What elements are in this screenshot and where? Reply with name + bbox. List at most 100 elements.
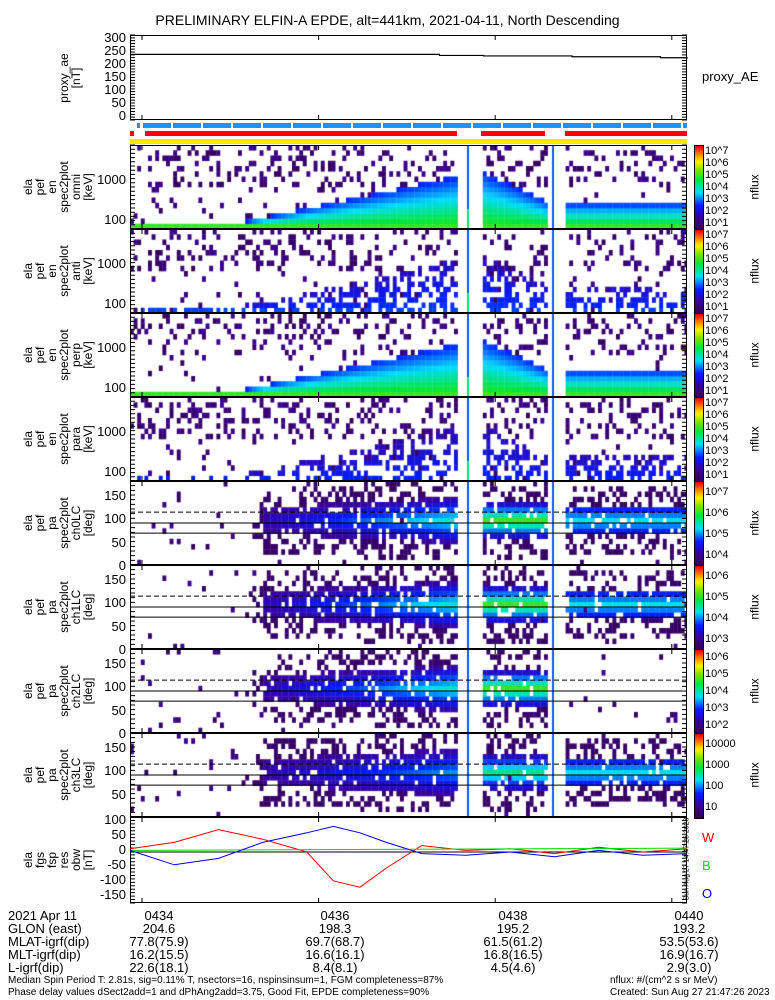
- blue-status-bar: [683, 123, 687, 128]
- footer-cell: 16.6(16.1): [305, 947, 365, 962]
- fgs-legend-B: B: [702, 858, 711, 873]
- footer-cell: L-igrf(dip): [8, 960, 64, 975]
- panel-ch0LC-tick-label: 0: [118, 558, 126, 573]
- panel-ch0LC-ylabel: ela pef pa spec2plot ch0LC [deg]: [21, 497, 95, 549]
- colorbar-para-label: 10^5: [705, 421, 729, 433]
- proxy-ae-tick-label: 0: [118, 108, 126, 123]
- colorbar-anti-label: 10^2: [705, 289, 729, 301]
- colorbar-perp-label: 10^1: [705, 385, 729, 397]
- colorbar-ch1LC-label: 10^4: [705, 611, 729, 624]
- footer-cell: GLON (east): [8, 921, 82, 936]
- panel-ch2LC-tick-label: 100: [104, 679, 126, 695]
- proxy-ae-tick-label: 150: [104, 69, 126, 84]
- colorbar-anti-label: 10^3: [705, 277, 729, 289]
- panel-omni-tick-label: 1000: [97, 172, 126, 187]
- side-stamp: Sun Aug 27 14:47:26 2023: [683, 817, 691, 901]
- footer-cell: MLAT-igrf(dip): [8, 934, 90, 949]
- panel-ch3LC-frame: [130, 733, 687, 817]
- colorbar-ch1LC-label: 10^3: [705, 632, 729, 645]
- panel-omni-frame: [130, 145, 687, 229]
- proxy-ae-tick-label: 300: [104, 30, 126, 45]
- blue-status-bar: [263, 123, 291, 128]
- colorbar-ch3LC-title: nflux: [747, 762, 762, 788]
- footer-cell: 2.9(3.0): [666, 960, 712, 975]
- panel-ch0LC-frame: [130, 481, 687, 565]
- proxy-ae-tick-label: 100: [104, 82, 126, 97]
- proxy-ae-ylabel-unit: [nT]: [69, 67, 83, 89]
- panel-ch2LC-frame: [130, 649, 687, 733]
- fgs-tick-label: 100: [104, 812, 126, 827]
- panel-perp-frame: [130, 313, 687, 397]
- colorbar-perp: [694, 313, 704, 399]
- colorbar-ch2LC-label: 10^2: [705, 718, 729, 731]
- panel-perp-tick-label: 1000: [97, 340, 126, 355]
- panel-ch1LC-tick-label: 100: [104, 595, 126, 611]
- panel-para-frame: [130, 397, 687, 481]
- panel-perp-ylabel: ela pef en spec2plot perp [keV]: [21, 329, 95, 381]
- proxy-ae-tick-label: 50: [111, 95, 126, 110]
- colorbar-ch1LC-label: 10^6: [705, 569, 729, 582]
- colorbar-perp-label: 10^2: [705, 373, 729, 385]
- panel-ch1LC-tick-label: 0: [118, 642, 126, 657]
- panel-omni-ylabel: ela pef en spec2plot omni [keV]: [21, 161, 95, 213]
- colorbar-ch0LC-label: 10^6: [705, 506, 729, 519]
- footer-cell: 22.6(18.1): [129, 960, 189, 975]
- blue-status-bar: [203, 123, 231, 128]
- blue-status-bar: [623, 123, 651, 128]
- colorbar-para-label: 10^3: [705, 445, 729, 457]
- colorbar-ch2LC-label: 10^3: [705, 701, 729, 714]
- panel-ch2LC-tick-label: 150: [104, 656, 126, 671]
- colorbar-para-title: nflux: [747, 426, 762, 452]
- colorbar-ch0LC: [694, 481, 704, 567]
- colorbar-anti-label: 10^4: [705, 265, 729, 277]
- panel-perp-tick-label: 100: [104, 380, 126, 395]
- blue-status-bar: [383, 123, 411, 128]
- footer-cell: 8.4(8.1): [312, 960, 358, 975]
- panel-para-ylabel: ela pef en spec2plot para [keV]: [21, 413, 95, 465]
- fgs-tick-label: -50: [107, 857, 126, 872]
- fgs-tick-label: -150: [99, 887, 126, 902]
- red-status-bar: [130, 131, 134, 136]
- colorbar-omni-title: nflux: [747, 174, 762, 200]
- panel-ch3LC-tick-label: 50: [111, 786, 126, 802]
- colorbar-omni: [694, 145, 704, 231]
- panel-ch1LC-tick-label: 50: [111, 618, 126, 634]
- footer-cell: 61.5(61.2): [483, 934, 543, 949]
- colorbar-ch3LC-label: 10: [705, 800, 718, 813]
- fgs-tick-label: 0: [118, 842, 126, 857]
- fgs-legend-O: O: [702, 886, 713, 901]
- fgs-tick-label: 50: [111, 827, 126, 842]
- colorbar-anti-title: nflux: [747, 258, 762, 284]
- proxy-ae-panel-frame: [130, 35, 687, 120]
- colorbar-ch0LC-title: nflux: [747, 510, 762, 536]
- colorbar-ch2LC-label: 10^5: [705, 668, 729, 681]
- fgs-legend-W: W: [702, 830, 715, 845]
- footer-cell: 0438: [498, 908, 528, 923]
- colorbar-anti-label: 10^7: [705, 229, 729, 241]
- footer-cell: 0440: [674, 908, 704, 923]
- colorbar-ch3LC-label: 100: [705, 779, 724, 792]
- panel-para-tick-label: 100: [104, 464, 126, 479]
- colorbar-para-label: 10^2: [705, 457, 729, 469]
- blue-status-bar: [413, 123, 441, 128]
- colorbar-ch0LC-label: 10^7: [705, 485, 729, 498]
- panel-ch2LC-ylabel: ela pef pa spec2plot ch2LC [deg]: [21, 665, 95, 717]
- colorbar-ch2LC-title: nflux: [747, 678, 762, 704]
- nflux-units: nflux: #/(cm^2 s sr MeV): [610, 975, 718, 986]
- colorbar-para-label: 10^7: [705, 397, 729, 409]
- colorbar-para: [694, 397, 704, 483]
- colorbar-para-label: 10^1: [705, 469, 729, 481]
- panel-ch0LC-tick-label: 50: [111, 534, 126, 550]
- footer-cell: 0436: [320, 908, 350, 923]
- colorbar-perp-label: 10^6: [705, 325, 729, 337]
- panel-ch3LC-ylabel: ela pef pa spec2plot ch3LC [deg]: [21, 749, 95, 801]
- plot-title: PRELIMINARY ELFIN-A EPDE, alt=441km, 202…: [155, 12, 620, 28]
- colorbar-anti-label: 10^6: [705, 241, 729, 253]
- panel-ch2LC-tick-label: 50: [111, 702, 126, 718]
- colorbar-omni-label: 10^2: [705, 205, 729, 217]
- blue-status-bar: [353, 123, 381, 128]
- colorbar-ch3LC-label: 10000: [705, 737, 736, 750]
- blue-status-bar: [173, 123, 201, 128]
- footer-cell: 198.3: [318, 921, 352, 936]
